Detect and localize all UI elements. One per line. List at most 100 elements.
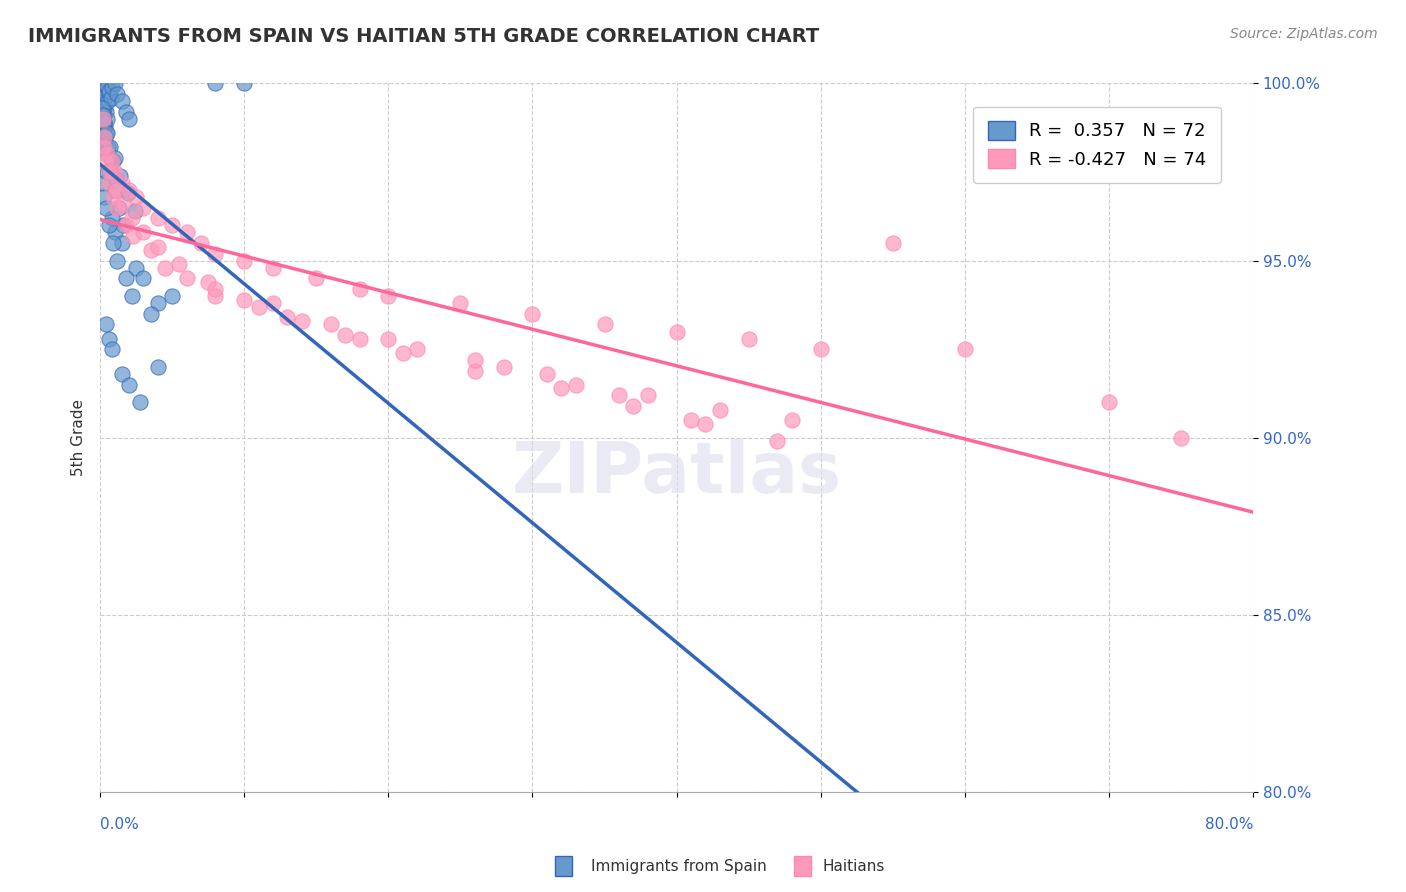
- Point: [93, 97, 115, 112]
- Point: [91, 112, 114, 126]
- Point: [93, 83, 115, 97]
- Point: [1170, 431, 1192, 445]
- Point: [112, 197, 135, 211]
- Point: [107, 87, 129, 101]
- Point: [190, 235, 212, 250]
- Point: [91, 94, 114, 108]
- Point: [146, 239, 169, 253]
- Point: [637, 388, 659, 402]
- Point: [204, 77, 226, 91]
- Point: [96, 165, 118, 179]
- Point: [709, 402, 731, 417]
- Point: [97, 176, 120, 190]
- Point: [233, 77, 256, 91]
- Point: [132, 201, 155, 215]
- Point: [96, 126, 118, 140]
- Point: [93, 140, 115, 154]
- Point: [111, 367, 134, 381]
- Point: [121, 289, 143, 303]
- Text: IMMIGRANTS FROM SPAIN VS HAITIAN 5TH GRADE CORRELATION CHART: IMMIGRANTS FROM SPAIN VS HAITIAN 5TH GRA…: [28, 27, 820, 45]
- Point: [100, 154, 122, 169]
- Point: [129, 395, 152, 409]
- Point: [305, 271, 328, 285]
- Point: [107, 201, 129, 215]
- Point: [118, 377, 141, 392]
- Point: [110, 169, 132, 183]
- Text: ZIPatlas: ZIPatlas: [512, 439, 842, 508]
- Point: [391, 346, 413, 360]
- Point: [101, 154, 124, 169]
- Point: [103, 77, 125, 91]
- Point: [91, 108, 114, 122]
- Point: [121, 211, 143, 226]
- Point: [98, 165, 121, 179]
- Point: [91, 122, 114, 136]
- Point: [464, 353, 486, 368]
- Point: [103, 151, 125, 165]
- Point: [153, 260, 176, 275]
- Point: [139, 307, 162, 321]
- Point: [291, 314, 314, 328]
- Point: [176, 225, 198, 239]
- Point: [107, 253, 129, 268]
- Point: [93, 190, 115, 204]
- Point: [204, 289, 226, 303]
- Point: [349, 332, 371, 346]
- Point: [204, 282, 226, 296]
- Point: [406, 343, 429, 357]
- Point: [93, 115, 115, 129]
- Point: [564, 377, 586, 392]
- Point: [233, 293, 256, 307]
- Point: [262, 260, 284, 275]
- Point: [146, 359, 169, 374]
- Y-axis label: 5th Grade: 5th Grade: [72, 400, 86, 476]
- Point: [104, 172, 127, 186]
- Point: [112, 219, 135, 233]
- Point: [96, 80, 118, 95]
- Point: [103, 225, 125, 239]
- Point: [780, 413, 803, 427]
- Point: [810, 343, 832, 357]
- Point: [97, 219, 120, 233]
- Point: [118, 183, 141, 197]
- Point: [93, 119, 115, 133]
- Point: [169, 257, 191, 271]
- Point: [94, 201, 117, 215]
- Point: [132, 271, 155, 285]
- Point: [882, 235, 904, 250]
- Point: [93, 136, 115, 151]
- Point: [90, 77, 112, 91]
- Point: [262, 296, 284, 310]
- Point: [91, 90, 114, 104]
- Point: [160, 289, 183, 303]
- Point: [247, 300, 270, 314]
- Legend: R =  0.357   N = 72, R = -0.427   N = 74: R = 0.357 N = 72, R = -0.427 N = 74: [973, 107, 1220, 183]
- Point: [125, 260, 148, 275]
- Point: [160, 219, 183, 233]
- Text: 80.0%: 80.0%: [1205, 817, 1253, 832]
- Point: [197, 275, 219, 289]
- Point: [679, 413, 702, 427]
- Point: [91, 176, 114, 190]
- Point: [953, 343, 976, 357]
- Point: [90, 101, 112, 115]
- Point: [115, 219, 138, 233]
- Point: [96, 112, 118, 126]
- Point: [101, 190, 124, 204]
- Point: [621, 399, 644, 413]
- Text: Immigrants from Spain: Immigrants from Spain: [591, 859, 766, 874]
- Point: [146, 296, 169, 310]
- Point: [94, 126, 117, 140]
- Point: [91, 108, 114, 122]
- Point: [139, 243, 162, 257]
- Point: [204, 246, 226, 260]
- Point: [97, 87, 120, 101]
- Text: 0.0%: 0.0%: [100, 817, 139, 832]
- Point: [98, 83, 121, 97]
- Point: [593, 318, 616, 332]
- Point: [97, 332, 120, 346]
- Point: [176, 271, 198, 285]
- Point: [377, 332, 399, 346]
- Point: [737, 332, 759, 346]
- Point: [536, 367, 558, 381]
